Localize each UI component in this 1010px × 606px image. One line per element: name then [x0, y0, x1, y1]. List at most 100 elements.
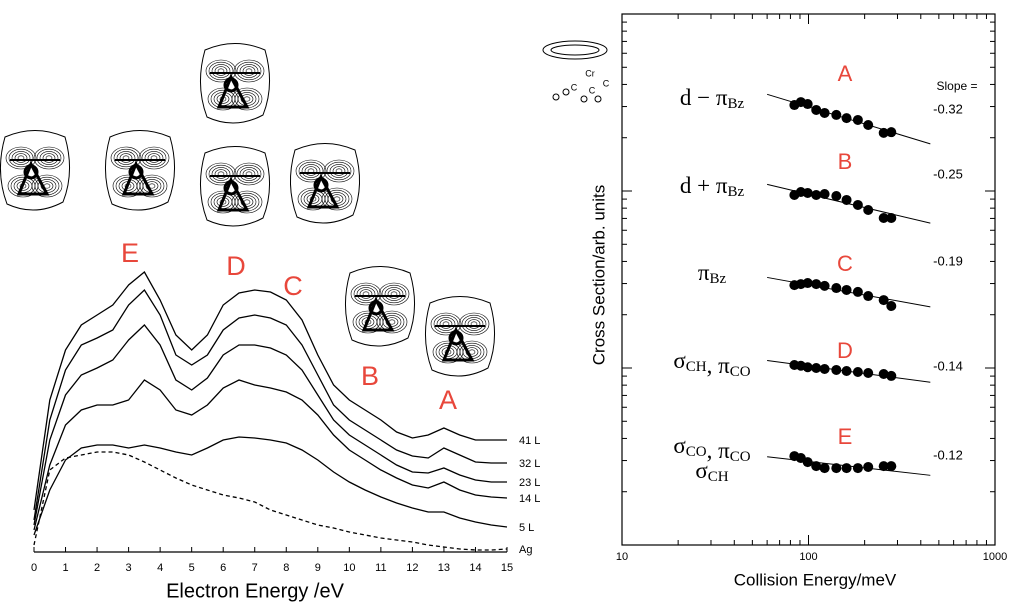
- x-axis-label: Collision Energy/meV: [734, 570, 897, 589]
- x-tick-label: 0: [31, 562, 37, 574]
- x-tick-label: 8: [283, 562, 289, 574]
- data-point: [863, 205, 874, 216]
- data-point: [878, 212, 889, 223]
- peak-label: D: [226, 251, 246, 281]
- contour-line: [332, 166, 346, 176]
- series-letter: D: [837, 338, 853, 363]
- atom: [448, 330, 464, 346]
- data-point: [863, 368, 874, 379]
- bond: [216, 176, 250, 212]
- series-label: 14 L: [519, 493, 540, 505]
- orbital-contour: [424, 296, 496, 377]
- series-letter: C: [837, 251, 853, 276]
- orbital-subscript: CO: [730, 449, 751, 465]
- data-point: [886, 370, 897, 381]
- orbital-symbol: σ: [673, 348, 686, 373]
- orbital-subscript: Bz: [727, 96, 744, 112]
- atom-label: C: [571, 82, 578, 92]
- peak-label: A: [439, 385, 457, 415]
- x-axis-label: Electron Energy /eV: [166, 580, 345, 602]
- series-label: 23 L: [519, 477, 540, 489]
- atom: [23, 164, 39, 180]
- data-point: [841, 463, 852, 474]
- contour-line: [214, 169, 228, 179]
- data-point: [831, 283, 842, 294]
- data-point: [852, 463, 863, 474]
- x-tick-label: 13: [438, 562, 450, 574]
- orbital-subscript: CH: [708, 469, 729, 485]
- x-tick-label: 10: [616, 551, 628, 563]
- x-tick-label: 1000: [983, 551, 1007, 563]
- orbital-label: d + πBz: [680, 173, 745, 200]
- orbital-contour: [104, 130, 176, 211]
- atom: [552, 93, 560, 101]
- data-point: [802, 457, 813, 468]
- orbital-label: σCH, πCO: [673, 348, 750, 380]
- atom: [128, 164, 144, 180]
- spectrum-line: [33, 324, 507, 526]
- contour-line: [119, 153, 133, 163]
- x-tick-label: 9: [315, 562, 321, 574]
- data-point: [802, 362, 813, 373]
- contour-line: [33, 146, 65, 170]
- contour-line: [141, 148, 167, 168]
- peak-label: E: [121, 238, 139, 268]
- contour-line: [136, 174, 168, 198]
- contour-line: [11, 151, 31, 165]
- spectrum-line: [33, 379, 508, 531]
- x-tick-label: 3: [126, 562, 132, 574]
- data-point: [863, 119, 874, 130]
- x-tick-label: 1: [62, 562, 68, 574]
- orbital-symbol: σ: [673, 433, 686, 458]
- contour-line: [144, 151, 164, 165]
- data-point: [831, 364, 842, 375]
- contour-line: [233, 162, 265, 186]
- peak-label: B: [361, 361, 379, 391]
- contour-line: [40, 181, 54, 191]
- data-point: [802, 99, 813, 110]
- contour-line: [39, 151, 59, 165]
- contour-line: [14, 153, 28, 163]
- series-letter: E: [838, 424, 853, 449]
- contour-line: [236, 61, 262, 81]
- contour-line: [439, 319, 453, 329]
- orbital-symbol: π: [698, 260, 710, 285]
- contour-line: [240, 197, 254, 207]
- contour-line: [378, 282, 410, 306]
- atom: [313, 177, 329, 193]
- orbital-symbol: , π: [707, 438, 731, 463]
- contour-line: [5, 146, 37, 170]
- data-point: [811, 279, 822, 290]
- peak-label: C: [283, 271, 303, 301]
- orbital-symbol: d + π: [680, 173, 728, 198]
- contour-line: [42, 153, 56, 163]
- bond: [306, 173, 340, 209]
- contour-line: [138, 146, 170, 170]
- x-tick-label: 5: [189, 562, 195, 574]
- series-letter: A: [838, 61, 853, 86]
- contour-line: [458, 312, 490, 336]
- contour-line: [242, 169, 256, 179]
- contour-line: [211, 167, 231, 181]
- data-point: [878, 368, 889, 379]
- contour-line: [242, 66, 256, 76]
- data-point: [852, 367, 863, 378]
- contour-line: [359, 289, 373, 299]
- data-point: [819, 280, 830, 291]
- atom: [594, 95, 602, 103]
- data-point: [841, 365, 852, 376]
- data-point: [811, 363, 822, 373]
- contour-line: [376, 310, 408, 334]
- orbital-contour: [289, 143, 361, 224]
- orbital-contour: [0, 130, 71, 211]
- data-point: [841, 113, 852, 124]
- atom: [368, 300, 384, 316]
- spectrum-line: [33, 271, 507, 511]
- atom-label: C: [589, 85, 596, 95]
- x-tick-label: 10: [343, 562, 355, 574]
- x-tick-label: 14: [469, 562, 481, 574]
- data-point: [886, 301, 897, 312]
- contour-line: [240, 94, 254, 104]
- contour-line: [350, 282, 382, 306]
